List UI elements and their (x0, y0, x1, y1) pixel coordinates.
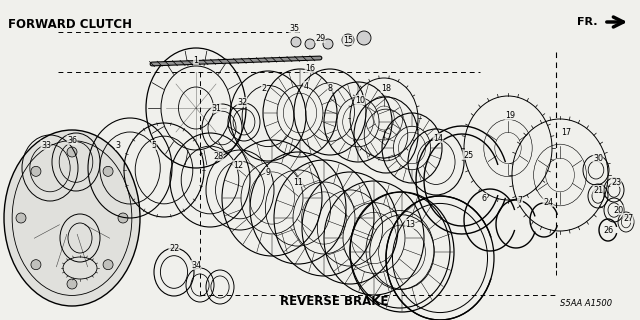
Text: 6: 6 (481, 194, 486, 203)
Circle shape (67, 279, 77, 289)
Text: 36: 36 (67, 135, 77, 145)
Text: 14: 14 (433, 133, 443, 142)
Text: 17: 17 (561, 127, 571, 137)
Circle shape (67, 147, 77, 157)
Text: 18: 18 (381, 84, 391, 92)
Text: 16: 16 (305, 63, 315, 73)
Text: 26: 26 (603, 226, 613, 235)
Text: 1: 1 (193, 55, 198, 65)
Text: 23: 23 (611, 178, 621, 187)
Text: S5AA A1500: S5AA A1500 (560, 299, 612, 308)
Text: 13: 13 (405, 220, 415, 228)
Circle shape (16, 213, 26, 223)
Circle shape (342, 34, 354, 46)
Text: 2: 2 (261, 84, 267, 92)
Text: 30: 30 (593, 154, 603, 163)
Text: 3: 3 (115, 140, 120, 149)
Text: 19: 19 (505, 110, 515, 119)
Ellipse shape (4, 130, 140, 306)
Circle shape (291, 37, 301, 47)
Circle shape (31, 260, 41, 270)
Text: 34: 34 (191, 260, 201, 269)
Text: 21: 21 (593, 186, 603, 195)
Text: 29: 29 (315, 34, 325, 43)
Text: 33: 33 (41, 140, 51, 149)
Circle shape (357, 31, 371, 45)
Text: 35: 35 (289, 23, 299, 33)
Circle shape (103, 166, 113, 176)
Text: 32: 32 (237, 98, 247, 107)
Text: 9: 9 (266, 167, 271, 177)
Text: 28: 28 (213, 151, 223, 161)
Text: 5: 5 (152, 140, 157, 149)
Text: 27: 27 (623, 213, 633, 222)
Text: FORWARD CLUTCH: FORWARD CLUTCH (8, 18, 132, 31)
Text: 4: 4 (303, 82, 308, 91)
Circle shape (305, 39, 315, 49)
Circle shape (323, 39, 333, 49)
Circle shape (31, 166, 41, 176)
Text: 20: 20 (613, 205, 623, 214)
Text: 15: 15 (343, 36, 353, 44)
Text: REVERSE BRAKE: REVERSE BRAKE (280, 295, 388, 308)
Circle shape (118, 213, 128, 223)
Text: 24: 24 (543, 197, 553, 206)
Text: 11: 11 (293, 178, 303, 187)
Text: 7: 7 (517, 196, 523, 204)
Circle shape (103, 260, 113, 270)
Text: FR.: FR. (577, 17, 598, 27)
Text: 8: 8 (328, 84, 333, 92)
Text: 12: 12 (233, 161, 243, 170)
Text: 22: 22 (169, 244, 179, 252)
Text: 31: 31 (211, 103, 221, 113)
Text: 10: 10 (355, 95, 365, 105)
Text: 25: 25 (463, 150, 473, 159)
